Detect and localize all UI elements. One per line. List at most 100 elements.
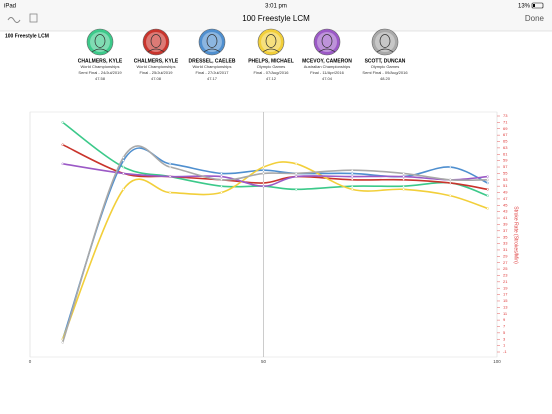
y-tick-label: 1	[503, 343, 506, 348]
series-point	[449, 178, 452, 181]
nav-title: 100 Freestyle LCM	[242, 14, 310, 23]
avatar-ring	[86, 28, 114, 56]
y-tick-label: 31	[503, 247, 508, 252]
swimmer-time: 47.58	[95, 76, 106, 81]
chart-icon[interactable]	[7, 17, 21, 23]
y-tick-label: 3	[503, 336, 506, 341]
y-tick-label: 65	[503, 139, 508, 144]
y-tick-label: 43	[503, 209, 508, 214]
copy-icon[interactable]	[29, 13, 38, 23]
avatar-shoulders	[147, 48, 165, 53]
series-point	[220, 178, 223, 181]
avatar-bg	[90, 32, 110, 52]
top-bar	[0, 0, 552, 31]
y-tick-label: 67	[503, 132, 508, 137]
series-point	[486, 175, 489, 178]
battery-icon	[531, 2, 544, 9]
swimmer-time: 48.20	[380, 76, 391, 81]
y-tick-label: 61	[503, 151, 508, 156]
swimmer-meet: Olympic Games	[371, 64, 399, 69]
y-tick-label: 7	[503, 324, 506, 329]
avatar-bg	[375, 32, 395, 52]
battery-label: 13%	[518, 4, 531, 10]
series-point	[294, 162, 298, 166]
series-point	[351, 178, 354, 181]
series-point	[351, 172, 354, 175]
clock: 3:01 pm	[265, 4, 287, 10]
series-point	[402, 178, 405, 181]
y-tick-label: -1	[503, 349, 507, 354]
swimmer-round: Final - 25/Jul/2019	[140, 70, 174, 75]
y-axis-title: Stroke Rate (Strokes/Min)	[513, 206, 519, 264]
y-tick-label: 13	[503, 304, 508, 309]
series-point	[486, 207, 489, 210]
swimmer-name: MCEVOY, CAMERON	[302, 58, 352, 64]
plot: 0 50 100-113579111315171921232527293133353…	[29, 111, 508, 364]
y-tick-label: 23	[503, 273, 508, 278]
swimmer-round: Final - 27/Jul/2017	[196, 70, 230, 75]
avatar-ring	[257, 28, 285, 56]
series-point	[351, 184, 354, 188]
series-point	[351, 188, 354, 191]
swimmer-time: 47.08	[151, 76, 162, 81]
avatar-shoulders	[376, 48, 394, 53]
swimmer-meet: World Championships	[80, 64, 119, 69]
x-tick-label: 50	[261, 359, 267, 364]
series-point	[220, 175, 223, 178]
avatar-ring	[371, 28, 399, 56]
y-tick-label: 53	[503, 177, 508, 182]
y-tick-label: 19	[503, 285, 508, 290]
series-point	[262, 184, 265, 188]
series-point	[61, 121, 64, 124]
series-point	[486, 188, 489, 191]
swimmer-meet: World Championships	[136, 64, 175, 69]
avatar-shoulders	[262, 48, 280, 53]
avatar-bg	[202, 32, 222, 52]
series-point	[168, 191, 172, 194]
series-point	[486, 194, 489, 197]
avatar-shoulders	[203, 48, 221, 53]
y-tick-label: 35	[503, 234, 508, 239]
swimmer-round: Final - 07/Aug/2016	[254, 70, 290, 75]
series-point	[449, 194, 452, 197]
series-point	[122, 165, 125, 169]
swimmer-time: 47.17	[207, 76, 218, 81]
battery-level	[533, 4, 535, 7]
y-tick-label: 25	[503, 266, 508, 271]
series-point	[262, 181, 265, 185]
series-point	[168, 162, 172, 166]
y-tick-label: 21	[503, 279, 508, 284]
done-button[interactable]: Done	[525, 14, 545, 23]
swimmer-round: Semi Final - 24/Jul/2019	[78, 70, 122, 75]
avatar-face	[150, 34, 162, 48]
series-line	[62, 143, 488, 191]
y-tick-label: 11	[503, 311, 508, 316]
device-label: iPad	[4, 4, 16, 10]
series-point	[449, 165, 452, 169]
y-tick-label: 59	[503, 158, 508, 163]
y-tick-label: 9	[503, 317, 506, 322]
series-point	[220, 191, 223, 194]
y-tick-label: 45	[503, 202, 508, 207]
swimmer-meet: Australian Championships	[304, 64, 350, 69]
series-point	[262, 165, 265, 169]
series-point	[262, 172, 265, 175]
avatar-face	[379, 34, 391, 48]
series-point	[294, 175, 298, 178]
swimmer-name: CHALMERS, KYLE	[78, 58, 123, 64]
series-point	[61, 143, 64, 146]
avatar-shoulders	[91, 48, 109, 53]
y-tick-label: 49	[503, 190, 508, 195]
swimmer-meet: Olympic Games	[257, 64, 285, 69]
avatar-face	[206, 34, 218, 48]
y-tick-label: 47	[503, 196, 508, 201]
y-tick-label: 41	[503, 215, 508, 220]
swimmer-time: 47.12	[266, 76, 277, 81]
series-point	[168, 175, 172, 178]
series-point	[402, 175, 405, 178]
series-point	[351, 175, 354, 178]
avatar-bg	[317, 32, 337, 52]
x-tick-label: 100	[493, 359, 501, 364]
avatar-shoulders	[318, 48, 336, 53]
